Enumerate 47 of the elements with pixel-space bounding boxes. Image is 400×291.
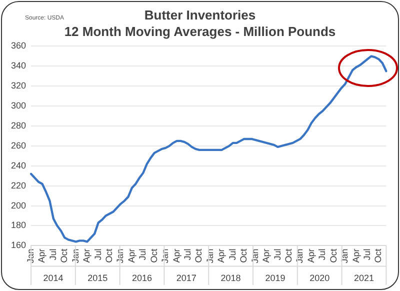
x-tick-label: Oct bbox=[283, 248, 294, 263]
x-tick-label: Oct bbox=[104, 248, 114, 263]
x-tick-label: Jan bbox=[294, 248, 305, 264]
x-tick-label: Oct bbox=[194, 248, 204, 263]
x2-tick-label: 2015 bbox=[88, 273, 108, 284]
chart-title: Butter Inventories bbox=[144, 7, 256, 22]
x-tick-label: Jul bbox=[92, 248, 103, 260]
x2-tick-label: 2019 bbox=[265, 273, 286, 284]
y-tick-label: 240 bbox=[10, 160, 26, 170]
x-tick-label: Oct bbox=[59, 248, 70, 263]
x-tick-label: Apr bbox=[126, 248, 136, 263]
y-tick-label: 160 bbox=[10, 240, 26, 250]
x-tick-label: Apr bbox=[306, 248, 316, 263]
x-tick-label: Apr bbox=[350, 248, 361, 263]
x-tick-label: Jul bbox=[272, 248, 282, 260]
x-tick-label: Jul bbox=[362, 248, 372, 260]
x-tick-label: Jul bbox=[138, 248, 148, 260]
chart-subtitle: 12 Month Moving Averages - Million Pounds bbox=[64, 24, 336, 39]
y-tick-label: 180 bbox=[10, 220, 26, 230]
x2-tick-label: 2017 bbox=[176, 273, 196, 284]
x-tick-label: Apr bbox=[36, 248, 47, 263]
y-tick-label: 220 bbox=[10, 180, 26, 190]
y-tick-label: 360 bbox=[10, 40, 26, 51]
x2-tick-label: 2014 bbox=[43, 273, 64, 284]
y-tick-label: 340 bbox=[10, 60, 26, 71]
x-tick-label: Oct bbox=[328, 248, 338, 263]
y-tick-label: 260 bbox=[10, 140, 26, 150]
x2-tick-label: 2020 bbox=[310, 273, 330, 284]
x-tick-label: Jul bbox=[317, 248, 328, 260]
x-tick-label: Jul bbox=[48, 248, 58, 260]
x-tick-label: Apr bbox=[171, 248, 182, 263]
x-tick-label: Jul bbox=[227, 248, 238, 260]
y-tick-label: 320 bbox=[10, 80, 26, 91]
x-tick-label: Apr bbox=[216, 248, 226, 263]
x2-tick-label: 2018 bbox=[220, 273, 241, 284]
x-tick-label: Jan bbox=[340, 248, 350, 264]
x-tick-label: Oct bbox=[238, 248, 249, 263]
y-tick-label: 200 bbox=[10, 200, 26, 210]
x-tick-label: Jul bbox=[182, 248, 193, 260]
x-tick-label: Apr bbox=[261, 248, 272, 263]
x-tick-label: Apr bbox=[82, 248, 92, 263]
y-tick-label: 300 bbox=[10, 100, 26, 111]
y-tick-label: 280 bbox=[10, 120, 26, 130]
x-tick-label: Oct bbox=[373, 248, 384, 263]
x-tick-label: Oct bbox=[148, 248, 159, 263]
x2-tick-label: 2021 bbox=[354, 273, 374, 284]
x2-tick-label: 2016 bbox=[132, 273, 152, 284]
